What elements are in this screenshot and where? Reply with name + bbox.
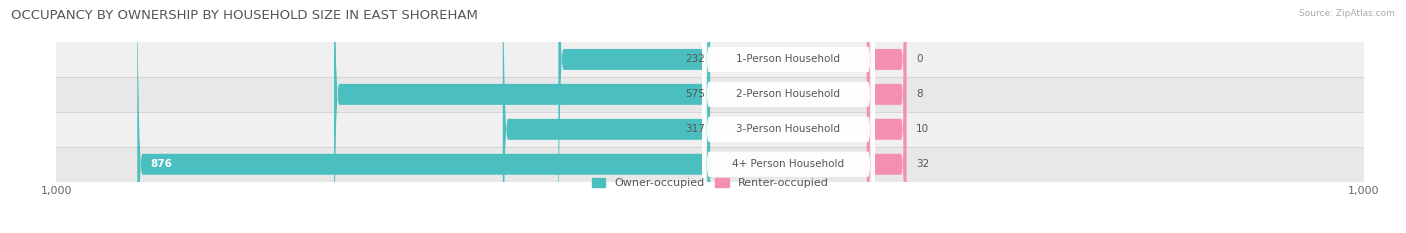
Text: 3-Person Household: 3-Person Household <box>737 124 841 134</box>
Text: OCCUPANCY BY OWNERSHIP BY HOUSEHOLD SIZE IN EAST SHOREHAM: OCCUPANCY BY OWNERSHIP BY HOUSEHOLD SIZE… <box>11 9 478 22</box>
FancyBboxPatch shape <box>56 147 1364 182</box>
FancyBboxPatch shape <box>56 112 1364 147</box>
FancyBboxPatch shape <box>868 0 905 233</box>
FancyBboxPatch shape <box>868 0 905 233</box>
Text: 2-Person Household: 2-Person Household <box>737 89 841 99</box>
FancyBboxPatch shape <box>702 0 875 233</box>
Text: 575: 575 <box>685 89 704 99</box>
FancyBboxPatch shape <box>868 0 905 233</box>
FancyBboxPatch shape <box>868 0 905 233</box>
Text: 876: 876 <box>150 159 173 169</box>
Text: 0: 0 <box>915 55 922 64</box>
Text: 10: 10 <box>915 124 929 134</box>
FancyBboxPatch shape <box>56 42 1364 77</box>
Legend: Owner-occupied, Renter-occupied: Owner-occupied, Renter-occupied <box>588 174 832 193</box>
Text: 1-Person Household: 1-Person Household <box>737 55 841 64</box>
FancyBboxPatch shape <box>702 0 875 233</box>
FancyBboxPatch shape <box>558 0 710 233</box>
FancyBboxPatch shape <box>138 0 710 233</box>
Text: 4+ Person Household: 4+ Person Household <box>733 159 845 169</box>
FancyBboxPatch shape <box>702 0 875 233</box>
Text: 32: 32 <box>915 159 929 169</box>
FancyBboxPatch shape <box>503 0 710 233</box>
FancyBboxPatch shape <box>56 77 1364 112</box>
Text: 8: 8 <box>915 89 922 99</box>
FancyBboxPatch shape <box>702 0 875 233</box>
FancyBboxPatch shape <box>335 0 710 233</box>
Text: Source: ZipAtlas.com: Source: ZipAtlas.com <box>1299 9 1395 18</box>
Text: 232: 232 <box>685 55 704 64</box>
Text: 317: 317 <box>685 124 704 134</box>
